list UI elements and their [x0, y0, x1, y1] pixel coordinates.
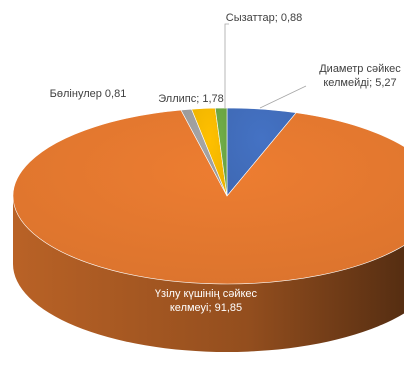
leader-lines: [224, 23, 307, 109]
data-label-3-line-0: Эллипс; 1,78: [158, 93, 224, 105]
data-label-1-line-0: Үзілу күшінің сәйкес: [155, 288, 258, 300]
data-label-1: Үзілу күшінің сәйкес келмеуі; 91,85: [155, 288, 258, 314]
data-label-0: Диаметр сәйкес келмейді; 5,27: [319, 63, 401, 89]
pie-slice-1: [12, 109, 404, 285]
pie-sides: [13, 196, 404, 352]
data-label-2: Бөлінулер 0,81: [50, 88, 127, 100]
data-label-4: Сызаттар; 0,88: [226, 12, 302, 24]
leader-line-0: [259, 85, 307, 109]
pie-side-1: [13, 196, 404, 352]
data-label-0-line-1: келмейді; 5,27: [323, 77, 396, 89]
data-label-1-line-1: келмеуі; 91,85: [170, 302, 242, 314]
data-labels: Диаметр сәйкес келмейді; 5,27 Үзілу күшіні…: [50, 12, 402, 314]
pie-tops: [12, 107, 404, 285]
leader-line-4: [224, 23, 229, 108]
data-label-2-line-0: Бөлінулер 0,81: [50, 88, 127, 100]
data-label-3: Эллипс; 1,78: [158, 93, 224, 105]
data-label-0-line-0: Диаметр сәйкес: [319, 63, 401, 75]
data-label-4-line-0: Сызаттар; 0,88: [226, 12, 302, 24]
pie-slice-4: [214, 107, 228, 197]
